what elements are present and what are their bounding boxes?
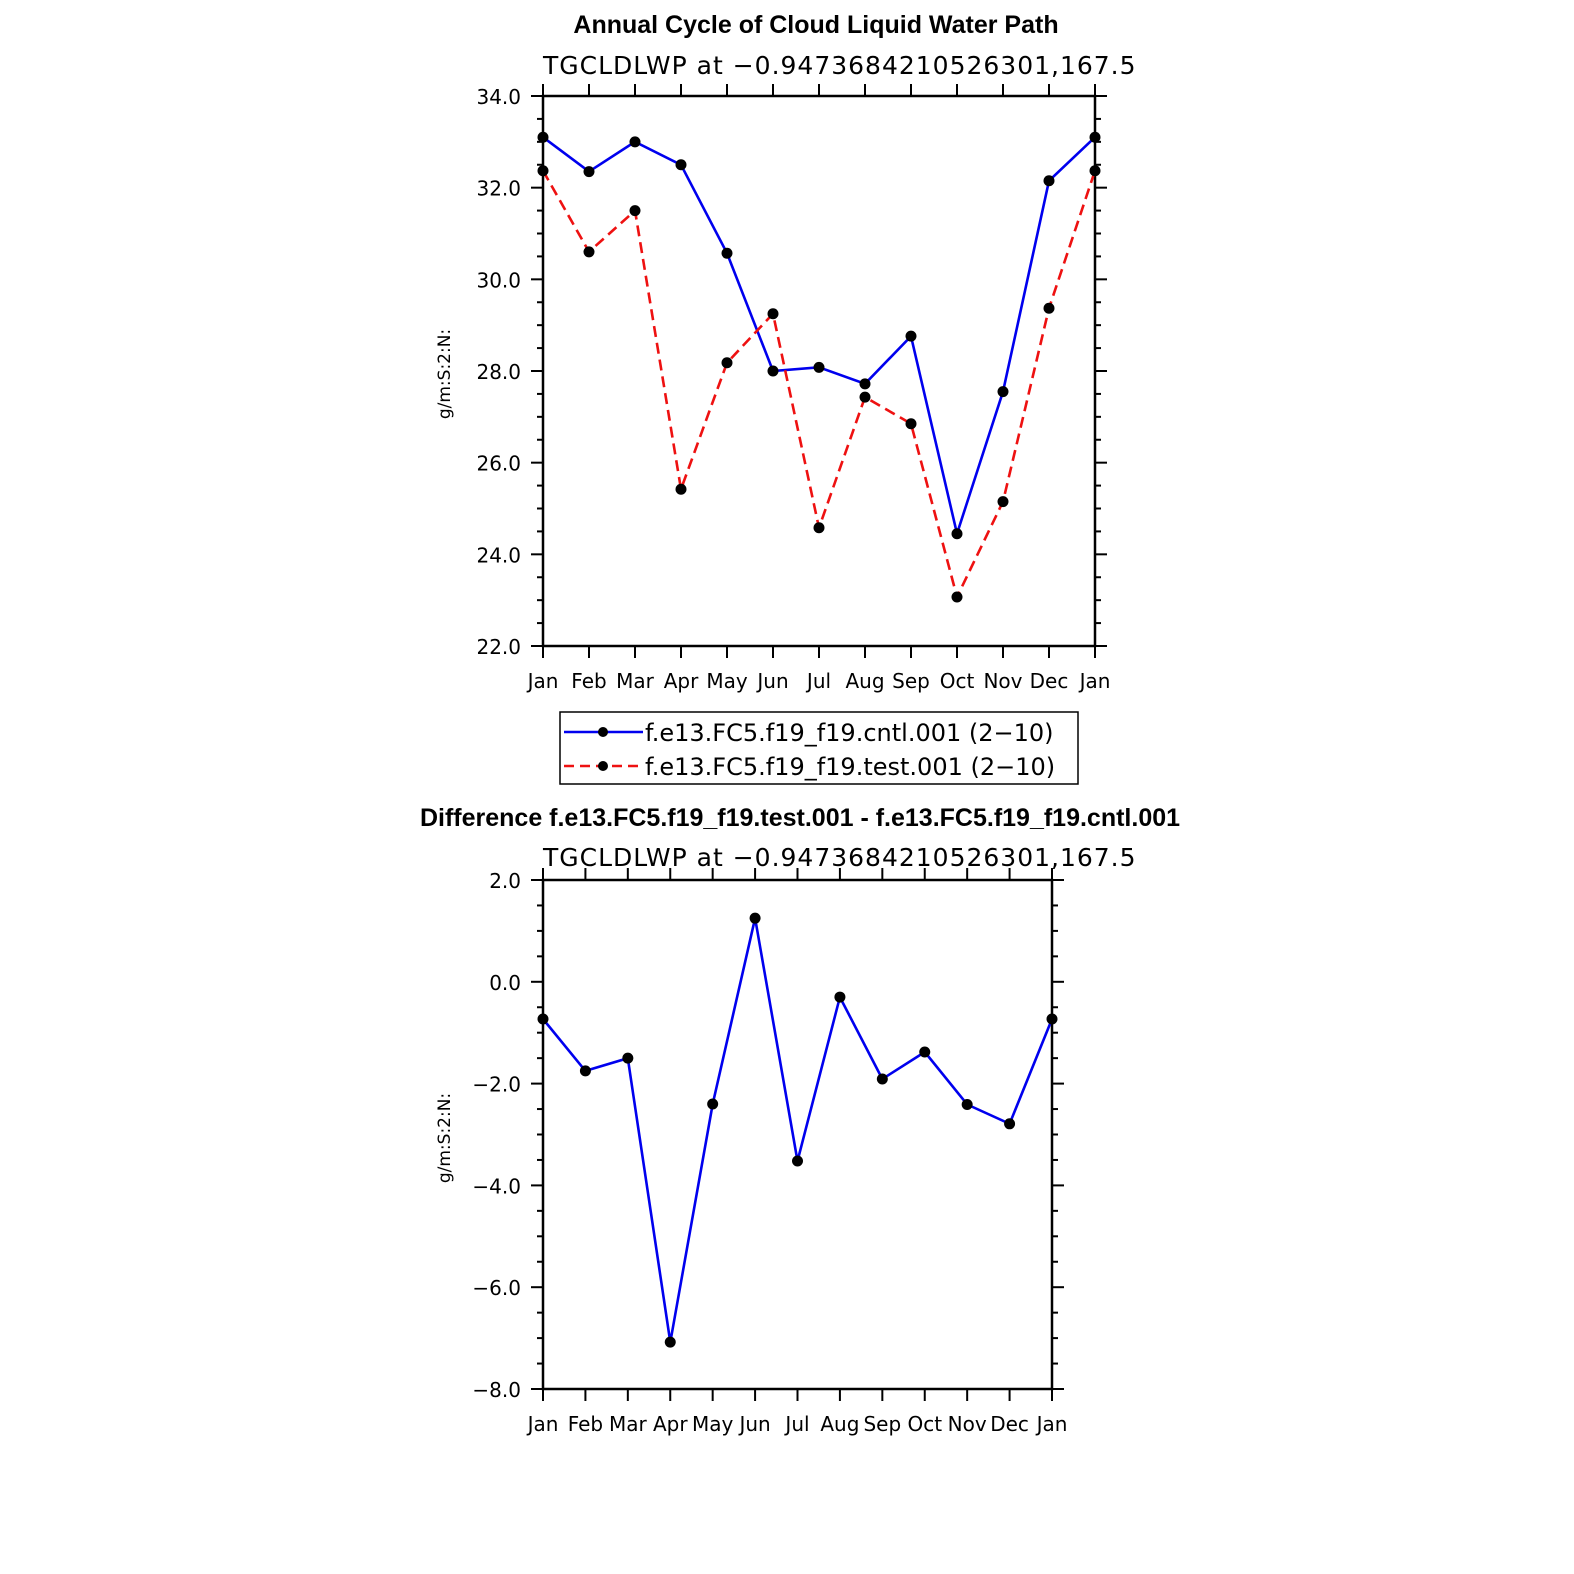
top-series-1-point (767, 308, 779, 320)
top-series-line-0 (542, 136, 1096, 539)
bottom-y-tick-label: −6.0 (472, 1276, 521, 1300)
top-y-tick-label: 26.0 (476, 452, 521, 476)
top-x-tick-label: Sep (892, 669, 930, 693)
top-y-tick-label: 34.0 (476, 85, 521, 109)
bottom-x-tick-label: Apr (653, 1412, 688, 1436)
top-series-1-point (905, 418, 917, 430)
top-series-1-point (951, 591, 963, 603)
top-series-0-point (1043, 175, 1055, 187)
legend-marker-cntl (598, 727, 608, 737)
top-series-1-point (997, 496, 1009, 508)
top-series-1-point (583, 246, 595, 258)
bottom-plot-area: −8.0 −6.0 −4.0 −2.0 0.0 2.0 Jan Feb Mar Apr May Jun… (472, 868, 1067, 1436)
top-series-1-point (629, 205, 641, 217)
top-series-0-point (813, 361, 825, 373)
bottom-series-0-point (579, 1065, 591, 1077)
top-x-tick-label: Mar (616, 669, 655, 693)
bottom-y-tick-label: 0.0 (489, 971, 521, 995)
bottom-y-tick-label: 2.0 (489, 869, 521, 893)
top-series-1-point (1043, 302, 1055, 314)
top-y-tick-label: 22.0 (476, 635, 521, 659)
bottom-x-tick-label: Jul (783, 1412, 809, 1436)
top-y-tick-label: 32.0 (476, 177, 521, 201)
top-series-1-point (537, 165, 549, 177)
bottom-series-0-point (1004, 1118, 1016, 1130)
top-series-0-point (859, 378, 871, 390)
legend: f.e13.FC5.f19_f19.cntl.001 (2−10) f.e13.… (559, 711, 1079, 785)
bottom-series-0-point (876, 1073, 888, 1085)
bottom-chart-title: Difference f.e13.FC5.f19_f19.test.001 - … (420, 804, 1180, 832)
bottom-series-0-point (792, 1155, 803, 1167)
top-series-1-point (859, 391, 871, 403)
bottom-y-tick-label: −8.0 (472, 1378, 521, 1402)
top-x-tick-label: Jun (755, 669, 788, 693)
bottom-y-tick-label: −4.0 (472, 1174, 521, 1198)
bottom-x-tick-label: May (692, 1412, 734, 1436)
top-series-0-point (537, 131, 549, 143)
top-series-0-point (767, 365, 779, 377)
top-series-1-point (813, 522, 825, 534)
bottom-x-tick-label: Sep (863, 1412, 901, 1436)
legend-marker-test (598, 761, 608, 771)
bottom-x-tick-label: Aug (820, 1412, 859, 1436)
top-x-tick-label: Oct (940, 669, 975, 693)
top-series-0-point (675, 159, 687, 171)
top-x-tick-label: Jan (526, 669, 559, 693)
top-y-tick-label: 30.0 (476, 268, 521, 292)
bottom-series-0-point (707, 1098, 719, 1110)
bottom-series-0-point (537, 1013, 549, 1025)
top-y-axis-label: g/m:S:2:N: (435, 329, 455, 419)
top-x-tick-label: Apr (664, 669, 699, 693)
top-y-tick-label: 28.0 (476, 360, 521, 384)
bottom-series-0-point (1046, 1013, 1058, 1025)
bottom-x-tick-label: Mar (609, 1412, 648, 1436)
top-series-0-point (721, 247, 733, 259)
top-x-tick-label: Jul (805, 669, 831, 693)
bottom-x-tick-label: Jan (526, 1412, 559, 1436)
top-series-0-point (997, 386, 1009, 398)
bottom-y-tick-label: −2.0 (472, 1073, 521, 1097)
top-series-0-point (951, 528, 963, 540)
top-plot-area: 22.0 24.0 26.0 28.0 30.0 32.0 34.0 Jan Feb Mar Apr… (476, 84, 1110, 693)
top-series-0-point (629, 136, 641, 148)
top-series-1-point (1089, 165, 1101, 177)
top-x-tick-label: Feb (571, 669, 606, 693)
top-series-0-point (905, 330, 917, 342)
bottom-series-0-point (664, 1336, 676, 1348)
bottom-x-tick-label: Jun (737, 1412, 770, 1436)
legend-label-test: f.e13.FC5.f19_f19.test.001 (2−10) (645, 753, 1055, 781)
bottom-x-tick-label: Nov (948, 1412, 987, 1436)
top-x-tick-label: Nov (983, 669, 1022, 693)
bottom-chart-subtitle: TGCLDLWP at −0.9473684210526301,167.5 (542, 843, 1137, 872)
top-chart-title: Annual Cycle of Cloud Liquid Water Path (573, 11, 1058, 39)
bottom-series-0-point (622, 1052, 634, 1064)
top-x-tick-label: Jan (1078, 669, 1111, 693)
bottom-series-0-point (834, 991, 846, 1003)
legend-box (559, 711, 1079, 785)
bottom-x-tick-label: Feb (568, 1412, 603, 1436)
top-series-0-point (583, 166, 595, 178)
bottom-plot-frame (541, 878, 1054, 1391)
bottom-series-0-point (749, 912, 761, 924)
legend-label-cntl: f.e13.FC5.f19_f19.cntl.001 (2−10) (645, 719, 1054, 747)
top-series-1-point (721, 357, 733, 369)
bottom-series-0-point (919, 1046, 931, 1058)
bottom-x-tick-label: Jan (1035, 1412, 1068, 1436)
bottom-series-0-point (961, 1098, 973, 1110)
top-x-tick-label: May (706, 669, 748, 693)
top-x-tick-label: Aug (845, 669, 884, 693)
top-x-tick-label: Dec (1030, 669, 1069, 693)
bottom-x-tick-label: Dec (990, 1412, 1029, 1436)
top-y-tick-label: 24.0 (476, 543, 521, 567)
bottom-x-tick-label: Oct (907, 1412, 942, 1436)
bottom-series-line-0 (541, 917, 1054, 1343)
top-series-0-point (1089, 131, 1101, 143)
top-chart-subtitle: TGCLDLWP at −0.9473684210526301,167.5 (542, 51, 1137, 80)
bottom-y-axis-label: g/m:S:2:N: (435, 1093, 455, 1183)
top-series-1-point (675, 483, 687, 495)
